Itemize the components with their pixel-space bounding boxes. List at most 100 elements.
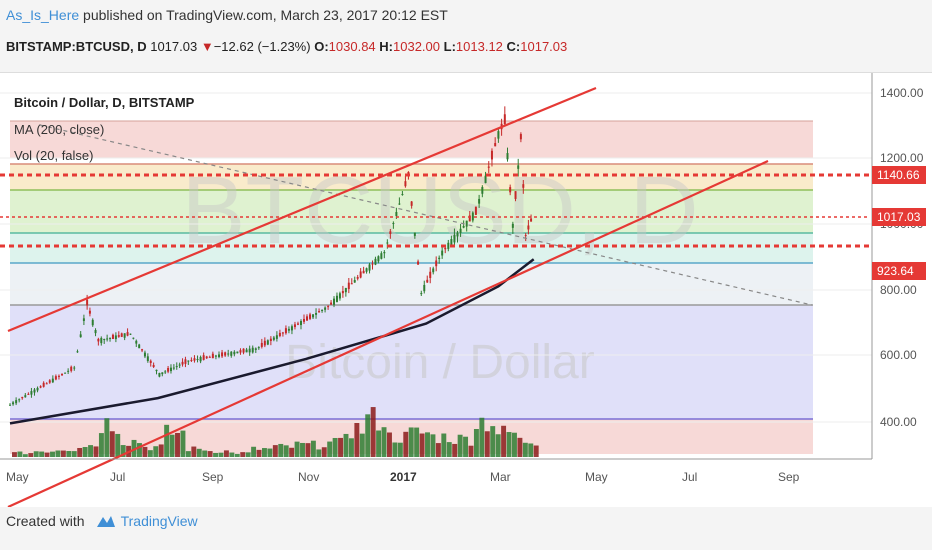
volume-bar: [327, 441, 333, 457]
candle-body: [155, 369, 158, 372]
close-value: 1017.03: [520, 39, 568, 54]
candle-body: [248, 348, 251, 353]
candle-body: [438, 257, 441, 260]
candle-body: [88, 310, 91, 314]
volume-bar: [316, 449, 322, 457]
volume-bar: [22, 454, 28, 457]
volume-bar: [381, 427, 387, 457]
candle-body: [161, 372, 164, 375]
candle-body: [356, 277, 359, 279]
candle-body: [398, 203, 401, 205]
candle-body: [217, 354, 220, 358]
author-link[interactable]: As_Is_Here: [6, 7, 80, 23]
candle-body: [327, 306, 330, 308]
candle-body: [315, 313, 318, 315]
volume-bar: [136, 443, 142, 457]
candle-body: [519, 134, 522, 140]
volume-bar: [305, 443, 311, 457]
candle-body: [299, 320, 302, 326]
symbol[interactable]: BITSTAMP:BTCUSD, D: [6, 39, 147, 54]
candle-body: [260, 342, 263, 347]
candle-body: [417, 261, 420, 265]
legend-vol[interactable]: Vol (20, false): [14, 148, 94, 163]
x-tick-label: May: [6, 470, 29, 484]
volume-bar: [348, 438, 354, 457]
candle-body: [487, 166, 490, 168]
candle-body: [368, 264, 371, 271]
volume-bar: [343, 433, 349, 457]
x-tick-label: Sep: [202, 470, 224, 484]
volume-bar: [245, 452, 251, 457]
candle-body: [321, 309, 324, 311]
candle-body: [24, 395, 27, 398]
candle-body: [9, 404, 11, 406]
candle-body: [221, 352, 224, 357]
candle-body: [167, 368, 170, 372]
candle-body: [135, 340, 138, 344]
y-tick-label: 800.00: [880, 283, 917, 297]
volume-bar: [196, 448, 202, 457]
candle-body: [54, 376, 57, 380]
candle-body: [426, 279, 429, 283]
tradingview-link[interactable]: TradingView: [120, 513, 198, 529]
candle-body: [181, 361, 184, 365]
candle-body: [39, 386, 42, 388]
volume-bar: [473, 429, 479, 457]
down-arrow-icon: ▼: [200, 39, 214, 54]
candle-body: [184, 359, 187, 364]
candle-body: [511, 223, 514, 228]
candle-body: [429, 271, 432, 279]
publish-info: published on TradingView.com, March 23, …: [79, 7, 448, 23]
zone-bands: [10, 120, 813, 454]
candle-body: [293, 324, 296, 328]
candle-body: [239, 350, 242, 353]
candle-body: [152, 364, 155, 367]
candle-body: [251, 347, 254, 353]
candle-body: [481, 187, 484, 194]
candle-body: [73, 367, 76, 369]
price-label-1017: 1017.03: [877, 210, 921, 224]
candle-body: [100, 337, 103, 344]
candle-body: [450, 239, 453, 246]
chart-area[interactable]: BTCUSD, D Bitcoin / Dollar 1400.00 1200.…: [0, 72, 932, 509]
candle-body: [471, 212, 474, 221]
volume-bar: [441, 433, 447, 457]
volume-bar: [446, 442, 452, 457]
open-value: 1030.84: [328, 39, 376, 54]
volume-bar: [484, 431, 490, 457]
candle-body: [413, 232, 416, 236]
candle-body: [392, 223, 395, 225]
x-tick-label: Jul: [682, 470, 697, 484]
price-chart[interactable]: BTCUSD, D Bitcoin / Dollar 1400.00 1200.…: [0, 73, 932, 509]
x-axis: May Jul Sep Nov 2017 Mar May Jul Sep: [6, 470, 800, 484]
volume-bar: [71, 451, 77, 457]
volume-bar: [397, 442, 403, 457]
price-series: [9, 106, 533, 406]
candle-body: [459, 228, 462, 233]
candle-body: [524, 234, 527, 236]
candle-body: [435, 260, 438, 267]
candle-body: [344, 287, 347, 293]
volume-bar: [332, 437, 338, 457]
candle-body: [126, 332, 129, 336]
candle-body: [324, 307, 327, 310]
candle-body: [420, 293, 423, 295]
volume-bar: [12, 452, 17, 457]
volume-bar: [278, 443, 284, 457]
candle-body: [114, 335, 117, 340]
candle-body: [245, 349, 248, 353]
candle-body: [193, 358, 196, 361]
candle-body: [263, 340, 266, 346]
volume-bar: [17, 451, 23, 457]
volume-bar: [98, 433, 104, 457]
y-tick-label: 1400.00: [880, 86, 924, 100]
candle-body: [371, 263, 374, 265]
volume-bar: [55, 450, 61, 457]
volume-bar: [419, 433, 425, 457]
candle-body: [330, 302, 333, 305]
candle-body: [141, 349, 144, 351]
candle-body: [79, 334, 82, 338]
candle-body: [453, 234, 456, 243]
legend-ma[interactable]: MA (200, close): [14, 122, 104, 137]
candle-body: [214, 355, 217, 357]
